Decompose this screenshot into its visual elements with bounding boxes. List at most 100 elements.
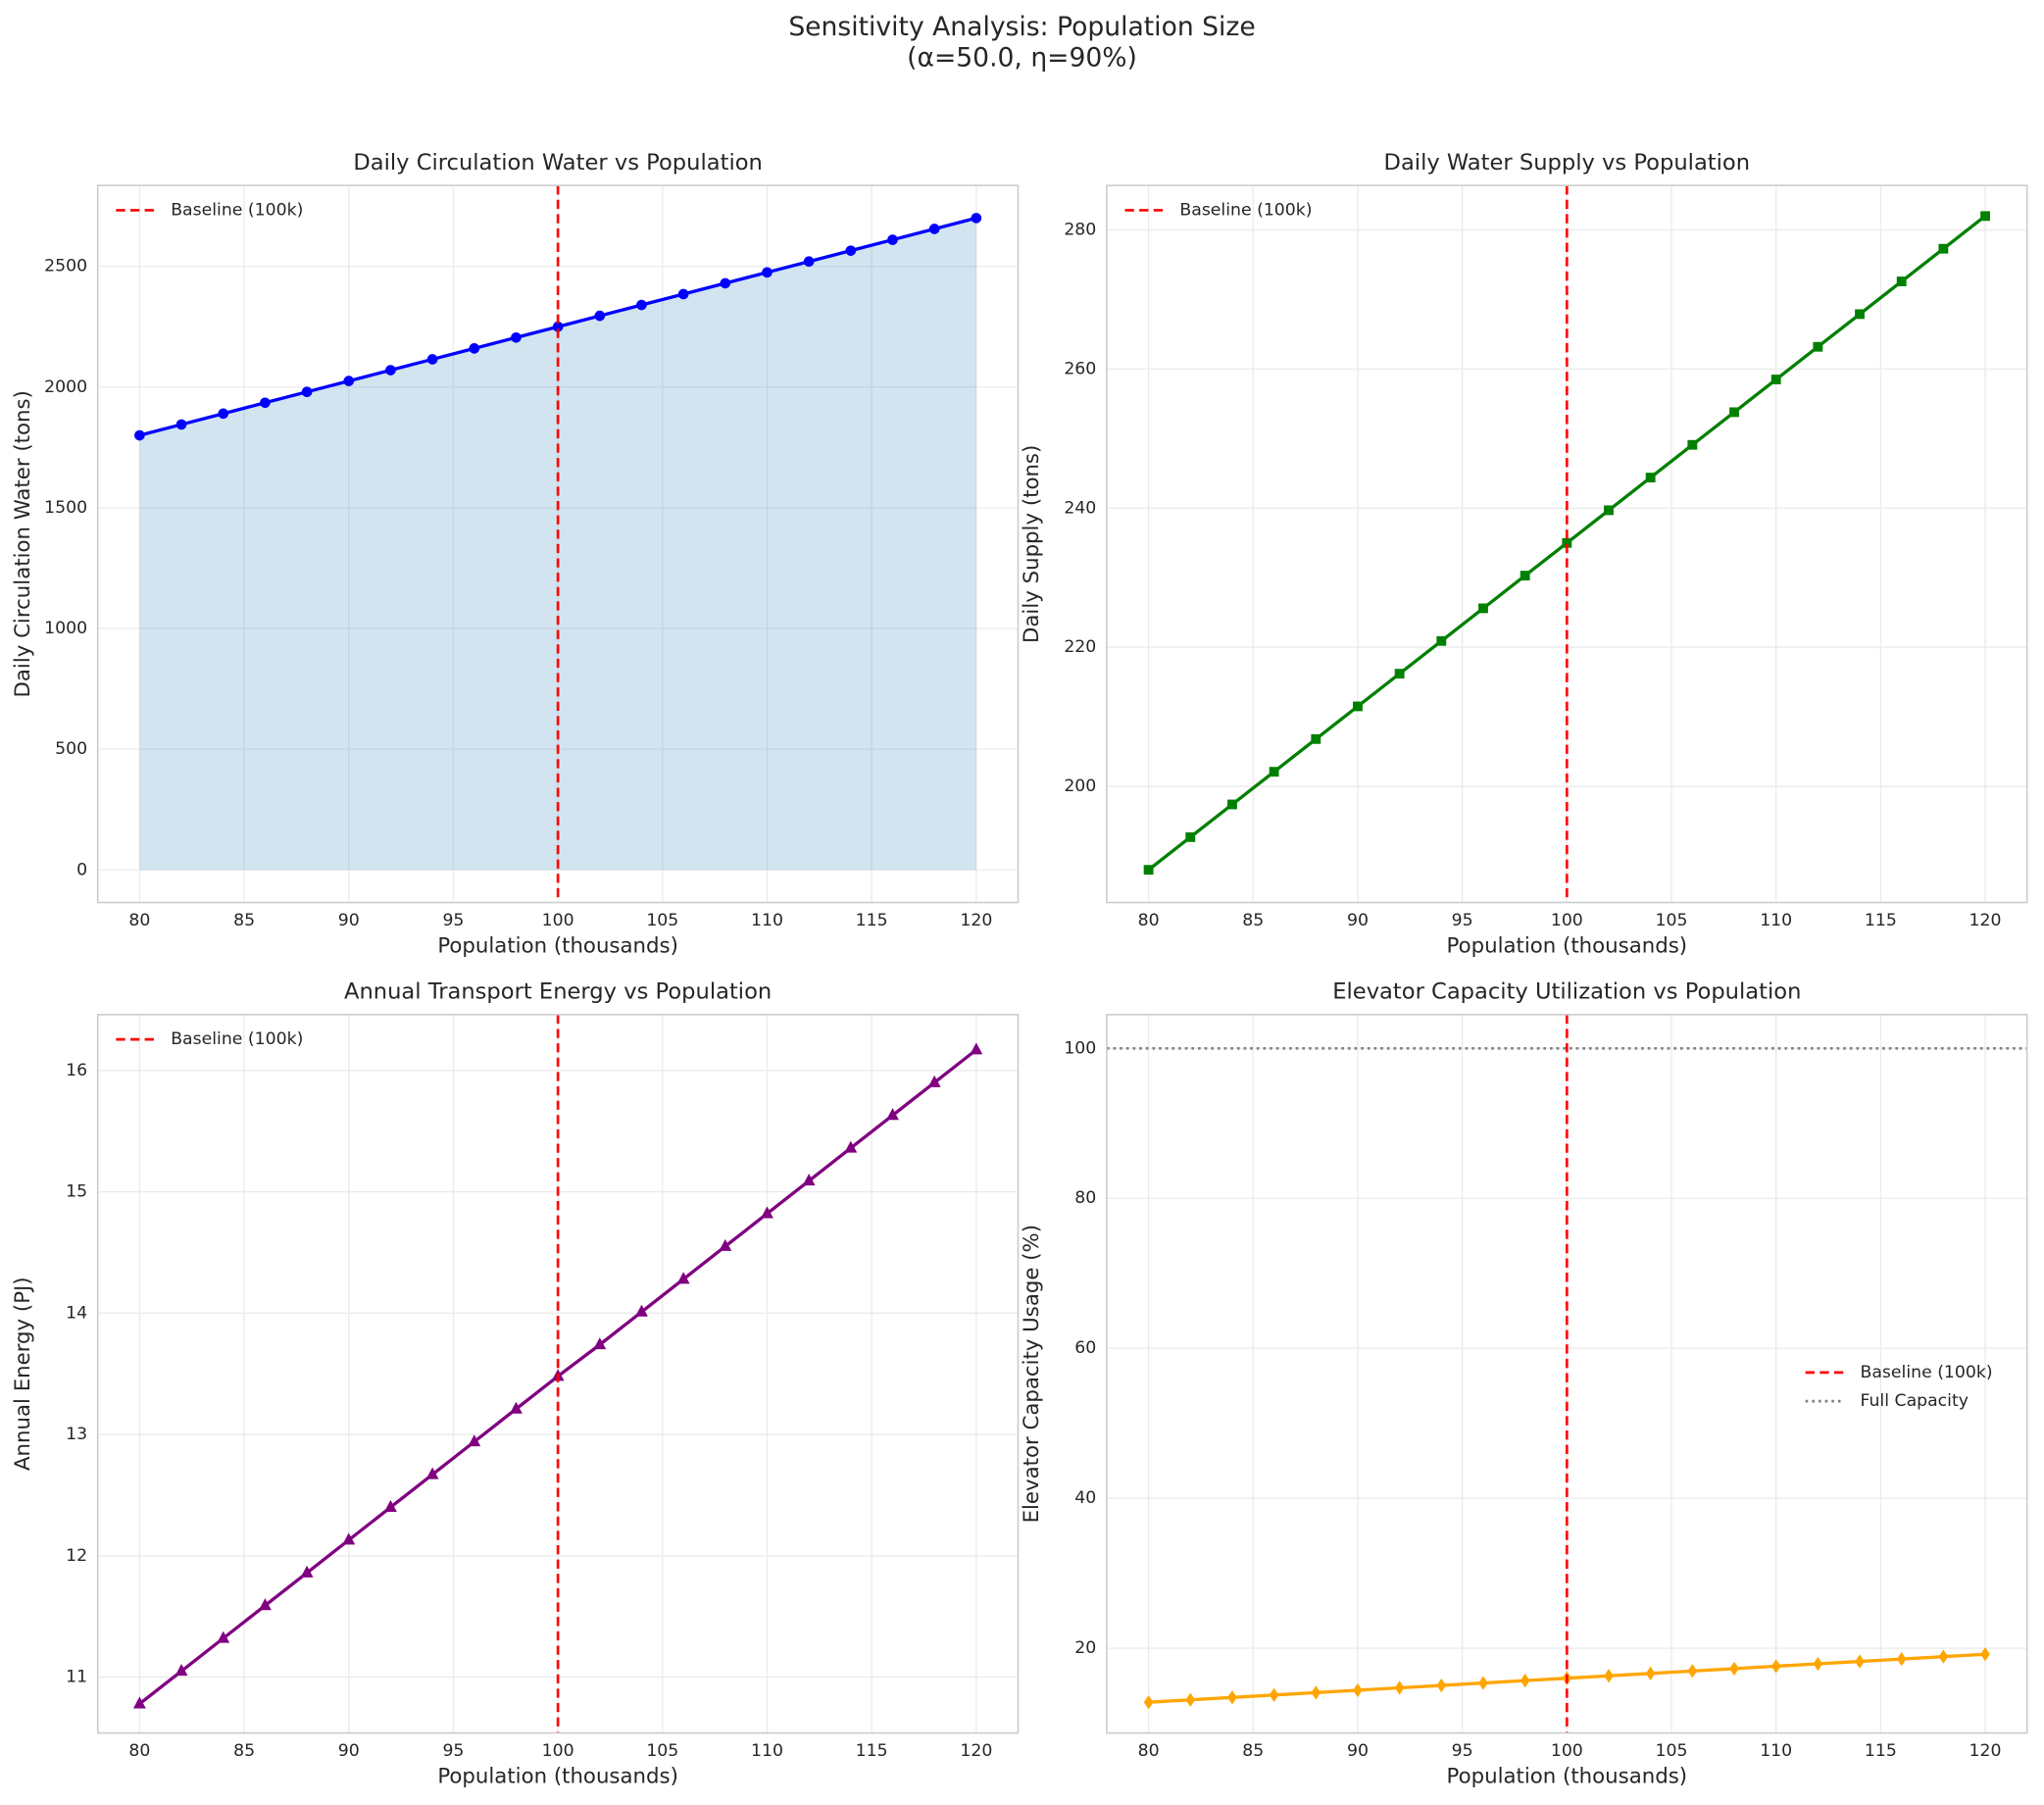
- marker: [677, 288, 689, 300]
- subplot: 80 85 90 95 100 105 110 115 120 20 40 60 80 100 Baseli…: [1020, 979, 2028, 1789]
- y-axis-label: Annual Energy (PJ): [11, 1277, 35, 1471]
- y-tick-label: 14: [66, 1303, 87, 1323]
- y-axis-label: Elevator Capacity Usage (%): [1020, 1225, 1044, 1523]
- x-tick-label: 105: [1656, 911, 1688, 930]
- marker: [1353, 1682, 1363, 1698]
- y-tick-label: 0: [76, 860, 87, 879]
- marker: [260, 397, 271, 409]
- marker: [635, 1304, 648, 1317]
- marker: [1770, 375, 1781, 384]
- marker: [1729, 1661, 1739, 1677]
- marker: [845, 245, 857, 256]
- x-tick-label: 95: [1452, 1741, 1473, 1761]
- x-tick-label: 95: [442, 911, 464, 930]
- marker: [886, 1108, 899, 1121]
- legend-label: Baseline (100k): [171, 1029, 303, 1049]
- subplot-title: Annual Transport Energy vs Population: [344, 979, 772, 1005]
- y-tick-label: 16: [66, 1061, 87, 1080]
- x-axis-label: Population (thousands): [1447, 934, 1688, 959]
- marker: [425, 1467, 439, 1479]
- marker: [1896, 1651, 1907, 1667]
- marker: [762, 267, 773, 278]
- marker: [1980, 1647, 1990, 1662]
- marker: [1143, 1694, 1154, 1710]
- marker: [636, 299, 647, 311]
- marker: [1520, 1673, 1530, 1688]
- marker: [1185, 1692, 1196, 1707]
- marker: [1478, 1676, 1488, 1690]
- marker: [1394, 1680, 1405, 1695]
- marker: [175, 419, 187, 430]
- x-tick-label: 105: [646, 911, 678, 930]
- marker: [218, 408, 229, 420]
- marker: [927, 1075, 941, 1087]
- x-tick-label: 120: [960, 1741, 992, 1761]
- axes-frame: [1106, 184, 2028, 904]
- x-tick-label: 115: [856, 1741, 888, 1761]
- marker: [971, 213, 982, 224]
- marker: [1353, 701, 1363, 712]
- marker: [258, 1598, 272, 1611]
- y-tick-label: 200: [1064, 777, 1096, 796]
- marker: [803, 256, 815, 268]
- axes-frame: [96, 1014, 1020, 1734]
- marker: [134, 429, 145, 441]
- axes-frame: [1106, 1014, 2028, 1734]
- marker: [1855, 309, 1865, 320]
- marker: [1143, 865, 1154, 876]
- marker: [300, 1565, 314, 1578]
- subplot-title: Elevator Capacity Utilization vs Populat…: [1332, 979, 1801, 1005]
- marker: [510, 1401, 523, 1414]
- x-tick-label: 115: [1865, 911, 1897, 930]
- x-tick-label: 100: [542, 1741, 574, 1761]
- marker: [1478, 603, 1488, 614]
- marker: [1436, 635, 1447, 646]
- x-tick-label: 95: [442, 1741, 464, 1761]
- y-axis-label: Daily Supply (tons): [1020, 445, 1044, 643]
- marker: [1311, 733, 1321, 744]
- marker: [970, 1042, 983, 1055]
- y-tick-label: 500: [55, 739, 87, 759]
- legend-label: Baseline (100k): [1861, 1363, 1993, 1382]
- marker: [1520, 571, 1530, 581]
- x-tick-label: 100: [542, 911, 574, 930]
- y-tick-label: 240: [1064, 498, 1096, 518]
- x-tick-label: 90: [1347, 1741, 1369, 1761]
- figure-subtitle: (α=50.0, η=90%): [907, 43, 1137, 74]
- marker: [217, 1630, 230, 1643]
- marker: [1938, 1649, 1949, 1664]
- y-tick-label: 11: [66, 1668, 87, 1687]
- marker: [342, 1532, 356, 1545]
- x-tick-label: 105: [646, 1741, 678, 1761]
- y-tick-label: 260: [1064, 359, 1096, 378]
- marker: [1185, 831, 1196, 842]
- legend-label: Baseline (100k): [1179, 200, 1312, 220]
- marker: [1227, 799, 1237, 810]
- x-tick-label: 85: [233, 911, 255, 930]
- figure-title: Sensitivity Analysis: Population Size: [788, 12, 1255, 42]
- marker: [1604, 1669, 1614, 1683]
- x-tick-label: 85: [1242, 911, 1264, 930]
- x-tick-label: 110: [751, 1741, 783, 1761]
- marker: [1311, 1685, 1321, 1700]
- marker: [761, 1206, 773, 1219]
- marker: [469, 343, 480, 354]
- marker: [426, 354, 438, 365]
- marker: [844, 1140, 858, 1153]
- x-tick-label: 120: [960, 911, 992, 930]
- marker: [132, 1696, 146, 1709]
- marker: [1269, 1687, 1279, 1703]
- marker: [928, 224, 940, 234]
- marker: [1687, 1664, 1698, 1679]
- subplot: 80 85 90 95 100 105 110 115 120 0 500 1000 1500 2000 2…: [11, 150, 1020, 959]
- marker: [1896, 276, 1907, 286]
- marker: [1436, 1678, 1447, 1693]
- marker: [1394, 669, 1405, 679]
- x-tick-label: 115: [1865, 1741, 1897, 1761]
- x-axis-label: Population (thousands): [1447, 1765, 1688, 1789]
- x-tick-label: 80: [1138, 911, 1160, 930]
- marker: [676, 1272, 690, 1284]
- legend-label: Full Capacity: [1861, 1391, 1969, 1411]
- marker: [301, 386, 313, 398]
